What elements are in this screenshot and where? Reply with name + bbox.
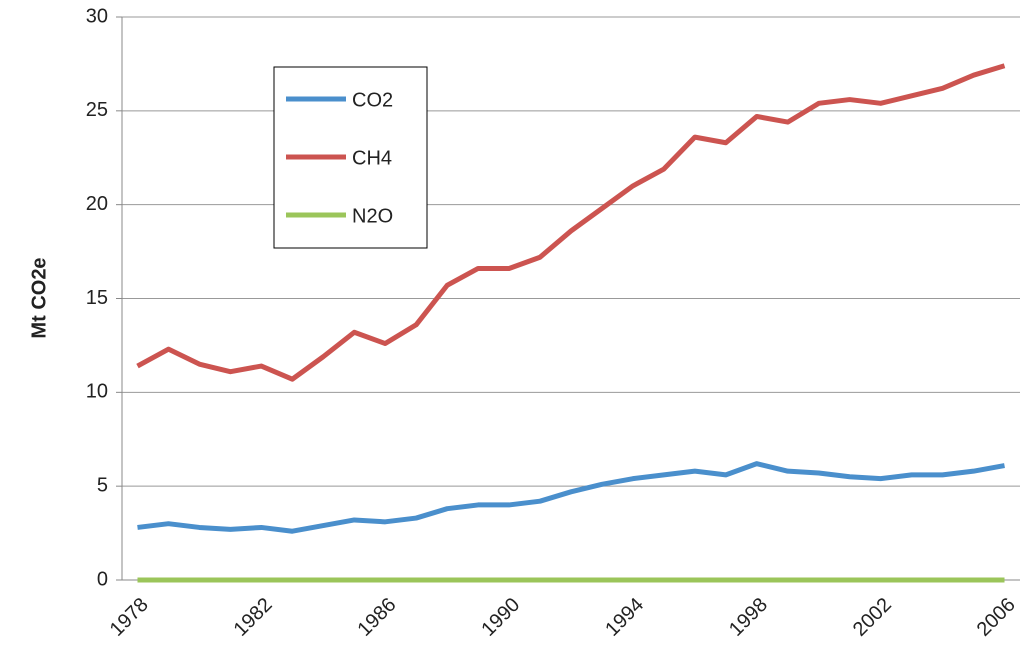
y-tick-label: 20: [86, 193, 108, 215]
x-tick-label: 1994: [601, 594, 648, 641]
legend-label: N2O: [352, 205, 393, 227]
x-tick-label: 1998: [725, 594, 772, 641]
legend-label: CH4: [352, 147, 392, 169]
x-tick-label: 2002: [849, 594, 896, 641]
x-tick-label: 1990: [477, 594, 524, 641]
y-tick-label: 0: [97, 568, 108, 590]
x-tick-label: 1978: [106, 594, 153, 641]
y-tick-label: 30: [86, 5, 108, 27]
x-tick-label: 2006: [973, 594, 1020, 641]
y-tick-label: 15: [86, 287, 108, 309]
x-tick-label: 1982: [230, 594, 277, 641]
y-axis-label: Mt CO2e: [28, 257, 50, 338]
series-line: [136, 63, 1006, 382]
x-tick-label: 1986: [353, 594, 400, 641]
y-tick-label: 5: [97, 474, 108, 496]
y-tick-label: 10: [86, 381, 108, 403]
y-tick-label: 25: [86, 99, 108, 121]
legend-label: CO2: [352, 89, 393, 111]
series-line: [137, 461, 1005, 534]
